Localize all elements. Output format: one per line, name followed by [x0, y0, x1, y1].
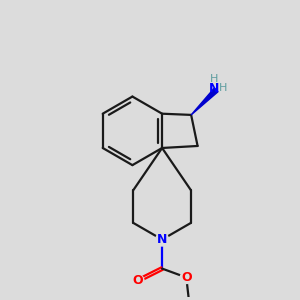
Polygon shape	[191, 88, 218, 115]
Circle shape	[207, 81, 222, 95]
Circle shape	[156, 233, 169, 246]
Text: N: N	[209, 82, 220, 95]
Text: N: N	[157, 233, 167, 246]
Text: O: O	[181, 271, 192, 284]
Text: H: H	[219, 83, 228, 93]
Circle shape	[132, 274, 144, 287]
Text: H: H	[210, 74, 219, 84]
Text: O: O	[133, 274, 143, 287]
Circle shape	[180, 272, 192, 284]
